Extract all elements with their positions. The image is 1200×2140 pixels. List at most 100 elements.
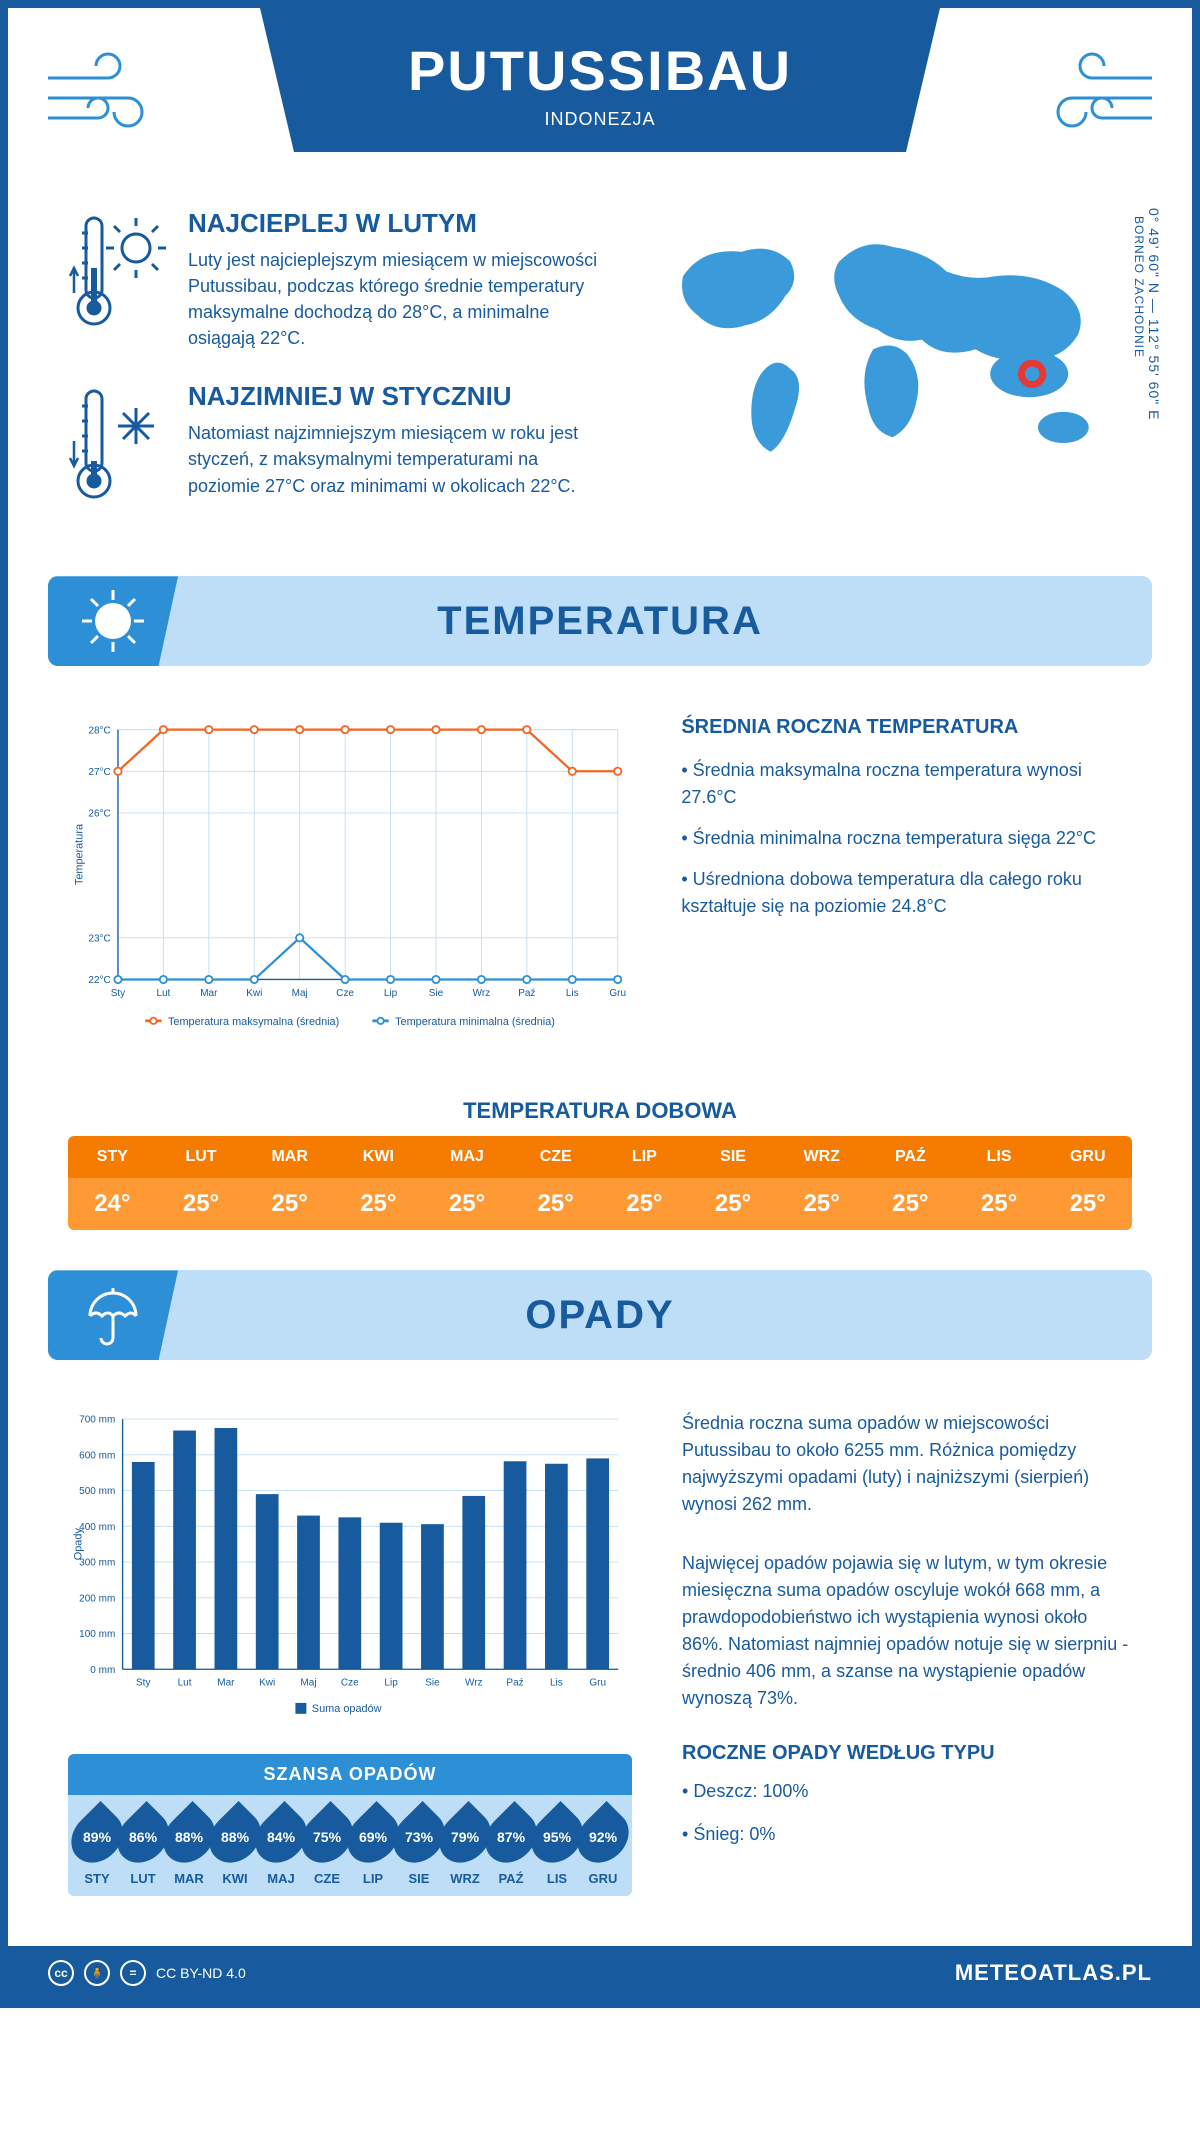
svg-text:Gru: Gru <box>589 1678 606 1689</box>
rain-heading: OPADY <box>48 1293 1152 1338</box>
coldest-block: NAJZIMNIEJ W STYCZNIU Natomiast najzimni… <box>68 381 604 516</box>
svg-text:Wrz: Wrz <box>465 1678 483 1689</box>
svg-text:Kwi: Kwi <box>246 988 262 999</box>
svg-text:Lip: Lip <box>384 1678 398 1689</box>
world-map: 0° 49' 60" N — 112° 55' 60" E BORNEO ZAC… <box>644 208 1132 486</box>
section-header-rain: OPADY <box>48 1270 1152 1360</box>
temp-info-2: Średnia minimalna roczna temperatura się… <box>681 825 1132 852</box>
thermometer-snow-icon <box>68 381 168 511</box>
country-subtitle: INDONEZJA <box>260 109 940 130</box>
sun-icon <box>78 586 148 656</box>
rain-chance-cell: 87%PAŹ <box>488 1809 534 1886</box>
temp-table-header: WRZ <box>777 1136 866 1178</box>
svg-text:Kwi: Kwi <box>259 1678 275 1689</box>
temperature-chart-row: 22°C23°C26°C27°C28°CTemperaturaStyLutMar… <box>8 686 1192 1078</box>
svg-text:23°C: 23°C <box>88 934 110 945</box>
rain-chance-cell: 73%SIE <box>396 1809 442 1886</box>
svg-text:0 mm: 0 mm <box>90 1665 115 1676</box>
svg-text:Sty: Sty <box>111 988 125 999</box>
temp-table-value: 25° <box>423 1178 512 1230</box>
nd-icon: = <box>120 1960 146 1986</box>
temp-table-header: CZE <box>511 1136 600 1178</box>
temp-table-header: LIP <box>600 1136 689 1178</box>
rain-chance-cell: 69%LIP <box>350 1809 396 1886</box>
temp-table-header: KWI <box>334 1136 423 1178</box>
rain-info-2: Najwięcej opadów pojawia się w lutym, w … <box>682 1550 1132 1712</box>
temp-table-header: GRU <box>1043 1136 1132 1178</box>
rain-chance-cell: 79%WRZ <box>442 1809 488 1886</box>
temperature-info: ŚREDNIA ROCZNA TEMPERATURA Średnia maksy… <box>681 716 1132 934</box>
temp-table-header: MAJ <box>423 1136 512 1178</box>
svg-text:Gru: Gru <box>609 988 626 999</box>
svg-text:Wrz: Wrz <box>473 988 491 999</box>
temp-table-value: 24° <box>68 1178 157 1230</box>
temp-table-header: MAR <box>245 1136 334 1178</box>
svg-text:28°C: 28°C <box>88 726 110 737</box>
coordinates: 0° 49' 60" N — 112° 55' 60" E BORNEO ZAC… <box>1132 208 1162 486</box>
rain-chance-cell: 95%LIS <box>534 1809 580 1886</box>
svg-text:Temperatura maksymalna (średni: Temperatura maksymalna (średnia) <box>168 1016 339 1028</box>
coldest-text: Natomiast najzimniejszym miesiącem w rok… <box>188 420 604 498</box>
temperature-heading: TEMPERATURA <box>48 599 1152 644</box>
svg-text:Mar: Mar <box>200 988 218 999</box>
temp-table-value: 25° <box>511 1178 600 1230</box>
rain-chance-title: SZANSA OPADÓW <box>68 1754 632 1795</box>
city-title: PUTUSSIBAU <box>260 38 940 103</box>
wind-icon-right <box>1022 38 1162 158</box>
temp-table-header: STY <box>68 1136 157 1178</box>
svg-text:100 mm: 100 mm <box>79 1630 115 1641</box>
site-name: METEOATLAS.PL <box>955 1960 1152 1986</box>
svg-text:500 mm: 500 mm <box>79 1487 115 1498</box>
svg-text:Lut: Lut <box>156 988 170 999</box>
rain-types: ROCZNE OPADY WEDŁUG TYPU • Deszcz: 100% … <box>682 1742 1132 1849</box>
svg-text:Maj: Maj <box>300 1678 316 1689</box>
header: PUTUSSIBAU INDONEZJA <box>8 8 1192 188</box>
thermometer-sun-icon <box>68 208 168 338</box>
wind-icon-left <box>38 38 178 158</box>
rain-chance-cell: 89%STY <box>74 1809 120 1886</box>
svg-text:Opady: Opady <box>73 1528 85 1561</box>
temp-table-value: 25° <box>600 1178 689 1230</box>
temp-info-3: Uśredniona dobowa temperatura dla całego… <box>681 866 1132 920</box>
title-ribbon: PUTUSSIBAU INDONEZJA <box>260 8 940 152</box>
temp-table-value: 25° <box>689 1178 778 1230</box>
svg-text:Temperatura: Temperatura <box>74 823 86 885</box>
rain-chance-cell: 88%KWI <box>212 1809 258 1886</box>
svg-text:200 mm: 200 mm <box>79 1594 115 1605</box>
svg-text:Suma opadów: Suma opadów <box>312 1703 382 1715</box>
svg-text:700 mm: 700 mm <box>79 1415 115 1426</box>
rain-types-heading: ROCZNE OPADY WEDŁUG TYPU <box>682 1742 1132 1765</box>
rain-chance-cell: 86%LUT <box>120 1809 166 1886</box>
svg-text:Mar: Mar <box>217 1678 235 1689</box>
by-icon: 🧍 <box>84 1960 110 1986</box>
rain-type-snow: Śnieg: 0% <box>693 1824 775 1844</box>
svg-text:Cze: Cze <box>341 1678 359 1689</box>
rain-type-rain: Deszcz: 100% <box>693 1781 808 1801</box>
temp-table-value: 25° <box>955 1178 1044 1230</box>
rain-chance-cell: 84%MAJ <box>258 1809 304 1886</box>
temperature-line-chart: 22°C23°C26°C27°C28°CTemperaturaStyLutMar… <box>68 716 631 1043</box>
svg-text:Sie: Sie <box>425 1678 440 1689</box>
temp-table-header: PAŹ <box>866 1136 955 1178</box>
temp-table-value: 25° <box>1043 1178 1132 1230</box>
temp-table-value: 25° <box>866 1178 955 1230</box>
temp-info-1: Średnia maksymalna roczna temperatura wy… <box>681 757 1132 811</box>
temp-table-header: SIE <box>689 1136 778 1178</box>
svg-text:Paź: Paź <box>506 1678 523 1689</box>
intro-section: NAJCIEPLEJ W LUTYM Luty jest najcieplejs… <box>8 188 1192 556</box>
coldest-title: NAJZIMNIEJ W STYCZNIU <box>188 381 604 412</box>
rain-chance-cell: 92%GRU <box>580 1809 626 1886</box>
umbrella-icon <box>78 1280 148 1350</box>
svg-text:Lip: Lip <box>384 988 398 999</box>
rain-info-1: Średnia roczna suma opadów w miejscowośc… <box>682 1410 1132 1518</box>
svg-text:Sty: Sty <box>136 1678 150 1689</box>
temp-table-value: 25° <box>334 1178 423 1230</box>
rain-chance-panel: SZANSA OPADÓW 89%STY86%LUT88%MAR88%KWI84… <box>68 1754 632 1896</box>
svg-text:26°C: 26°C <box>88 809 110 820</box>
warmest-text: Luty jest najcieplejszym miesiącem w mie… <box>188 247 604 351</box>
svg-text:Paź: Paź <box>518 988 535 999</box>
section-header-temperature: TEMPERATURA <box>48 576 1152 666</box>
rain-info: Średnia roczna suma opadów w miejscowośc… <box>682 1410 1132 1863</box>
svg-text:Lis: Lis <box>550 1678 563 1689</box>
warmest-title: NAJCIEPLEJ W LUTYM <box>188 208 604 239</box>
